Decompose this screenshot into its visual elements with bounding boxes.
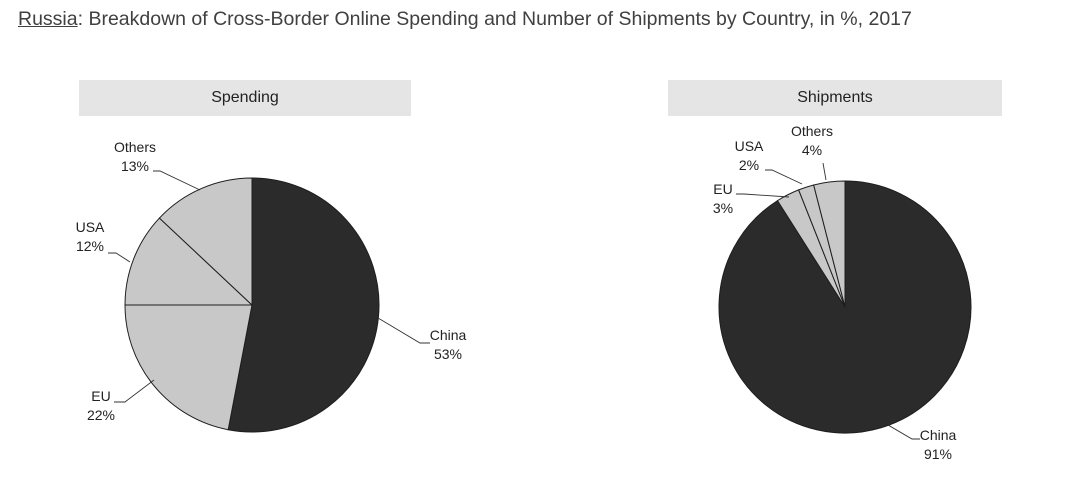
spending-chart-title: Spending [79, 80, 411, 116]
shipments-label-others: Others [791, 123, 833, 139]
shipments-value-others: 4% [802, 142, 822, 158]
shipments-label-china: China [920, 427, 957, 443]
spending-value-eu: 22% [87, 407, 115, 423]
shipments-label-eu: EU [713, 181, 732, 197]
page-title: Russia: Breakdown of Cross-Border Online… [18, 8, 912, 31]
spending-leader-usa [108, 252, 131, 263]
spending-label-usa: USA [76, 219, 105, 235]
spending-pie: China 53% EU 22% USA 12% Others 13% [76, 139, 467, 433]
shipments-leader-others [822, 162, 827, 181]
spending-value-china: 53% [434, 346, 462, 362]
spending-leader-eu [114, 379, 155, 403]
spending-value-others: 13% [121, 158, 149, 174]
spending-value-usa: 12% [76, 238, 104, 254]
shipments-value-china: 91% [924, 446, 952, 462]
spending-slice-china [227, 177, 380, 433]
spending-leader-others [153, 170, 201, 191]
shipments-chart-title: Shipments [668, 80, 1002, 116]
shipments-value-usa: 2% [739, 157, 759, 173]
shipments-slice-others [813, 180, 846, 308]
spending-slice-usa [124, 217, 254, 306]
spending-slice-others [158, 177, 253, 307]
title-text: : Breakdown of Cross-Border Online Spend… [77, 8, 912, 30]
spending-slice-eu [124, 304, 253, 431]
shipments-leader-eu [736, 193, 790, 198]
shipments-leader-usa [765, 169, 803, 185]
shipments-label-usa: USA [735, 138, 764, 154]
spending-leader-china [377, 317, 430, 344]
spending-label-china: China [430, 327, 467, 343]
shipments-leader-china [887, 424, 920, 440]
shipments-pie: China 91% EU 3% USA 2% Others 4% [713, 123, 972, 462]
title-country: Russia [18, 8, 78, 30]
shipments-value-eu: 3% [713, 200, 733, 216]
spending-label-eu: EU [91, 388, 110, 404]
spending-label-others: Others [114, 139, 156, 155]
